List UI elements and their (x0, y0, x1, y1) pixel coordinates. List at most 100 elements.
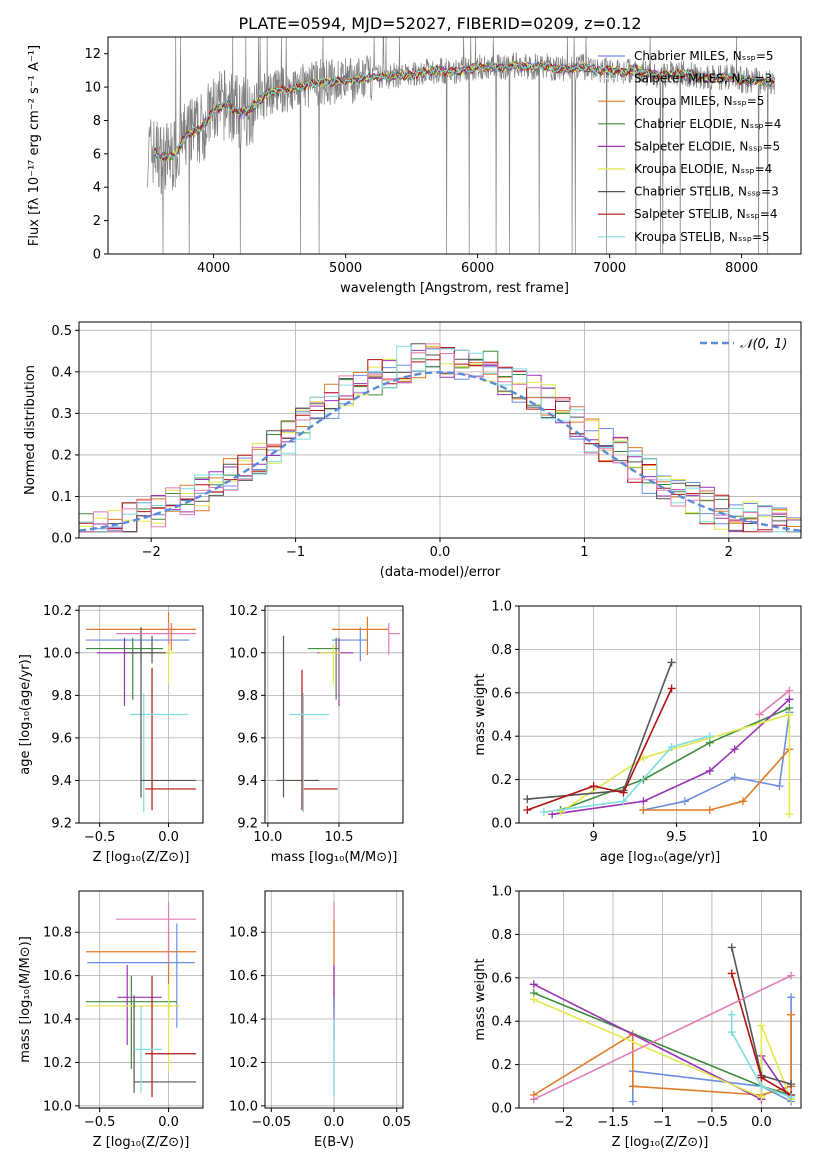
x-tick-label: 4000 (197, 261, 230, 276)
y-tick-label: 10.2 (229, 604, 258, 619)
x-axis-label: Z [log₁₀(Z/Z⊙)] (93, 1135, 190, 1150)
y-axis-label: mass [log₁₀(M/M⊙)] (18, 936, 33, 1063)
weight-marker (667, 658, 676, 667)
weight-marker (619, 788, 628, 797)
weight-marker (667, 743, 676, 752)
weight-marker (680, 797, 689, 806)
weight-line (560, 713, 791, 815)
y-tick-label: 9.2 (237, 817, 258, 832)
y-tick-label: 1.0 (491, 885, 512, 900)
weight-marker (757, 1093, 766, 1102)
y-tick-label: 10.4 (43, 1013, 72, 1028)
y-tick-label: 4 (93, 181, 101, 196)
x-axis-label: Z [log₁₀(Z/Z⊙)] (93, 850, 190, 865)
y-tick-label: 0.8 (491, 643, 512, 658)
y-tick-label: 0.2 (51, 448, 72, 463)
y-axis-label: mass weight (473, 958, 488, 1040)
y-tick-label: 0.2 (491, 773, 512, 788)
legend-label: 𝒩(0, 1) (740, 337, 787, 352)
weight-marker (785, 695, 794, 704)
weight-marker (589, 782, 598, 791)
x-axis-label: E(B-V) (314, 1135, 354, 1150)
axes-frame (518, 890, 802, 1109)
plot-area (78, 343, 802, 533)
x-tick-label: 2 (725, 545, 733, 560)
weight-marker (787, 1080, 796, 1089)
y-tick-label: 0.8 (491, 928, 512, 943)
y-tick-label: 6 (93, 147, 101, 162)
y-tick-label: 0.3 (51, 407, 72, 422)
weight-marker (639, 797, 648, 806)
weight-marker (785, 686, 794, 695)
z-age-panel: −0.5 0.0 9.2 9.4 9.6 9.8 10.0 10.2 Z [log₁₀(Z/Z⊙… (18, 604, 204, 865)
weight-marker (757, 1073, 766, 1082)
x-tick-label: 0.0 (158, 830, 179, 845)
weight-line (560, 707, 790, 811)
weight-marker (523, 805, 532, 814)
weight-line (533, 974, 792, 1101)
weight-marker (705, 732, 714, 741)
spectrum-panel: 4000 5000 6000 7000 8000 0 2 4 6 8 10 12 wavelength … (27, 36, 802, 296)
weight-marker (730, 773, 739, 782)
x-tick-label: 8000 (725, 261, 758, 276)
plot-area (529, 943, 796, 1106)
legend-label: Salpeter ELODIE, Nₛₛₚ=5 (634, 139, 780, 153)
y-tick-label: 0.4 (491, 1015, 512, 1030)
x-tick-label: 0.0 (430, 545, 451, 560)
age-weight-panel: 9 9.5 10 0.0 0.2 0.4 0.6 0.8 1.0 age [log₁₀(age/y… (473, 600, 802, 865)
weight-marker (785, 810, 794, 819)
weight-marker (775, 782, 784, 791)
y-tick-label: 10.6 (43, 969, 72, 984)
y-tick-label: 9.4 (51, 774, 72, 789)
weight-line (552, 698, 790, 816)
y-axis-label: mass weight (473, 673, 488, 755)
plot-area (85, 901, 197, 1098)
plot-area (523, 658, 794, 819)
x-tick-label: −2 (142, 545, 161, 560)
weight-marker (738, 797, 747, 806)
y-tick-label: 0.4 (491, 730, 512, 745)
x-tick-label: 0.0 (324, 1115, 345, 1130)
weight-marker (727, 1028, 736, 1037)
y-tick-label: 8 (93, 114, 101, 129)
y-tick-label: 9.2 (51, 817, 72, 832)
y-tick-label: 10.4 (229, 1013, 258, 1028)
y-tick-label: 10 (84, 81, 101, 96)
y-tick-label: 10.2 (229, 1056, 258, 1071)
y-tick-label: 9.8 (51, 689, 72, 704)
model-spectrum-line (152, 61, 776, 161)
x-tick-label: 7000 (593, 261, 626, 276)
plot-area (276, 616, 401, 813)
y-tick-label: 9.4 (237, 774, 258, 789)
y-tick-label: 0.4 (51, 365, 72, 380)
weight-marker (757, 1021, 766, 1030)
legend-label: Salpeter STELIB, Nₛₛₚ=4 (634, 207, 778, 221)
axes-frame (107, 36, 802, 255)
y-tick-label: 0.6 (491, 971, 512, 986)
y-tick-label: 0.0 (491, 1102, 512, 1117)
x-tick-label: −1.5 (597, 1115, 629, 1130)
y-tick-label: 10.0 (43, 646, 72, 661)
y-tick-label: 10.2 (43, 1056, 72, 1071)
y-tick-label: 0.6 (491, 686, 512, 701)
weight-marker (667, 684, 676, 693)
y-tick-label: 0 (93, 248, 101, 263)
x-axis-label: (data-model)/error (380, 565, 501, 580)
weight-line (543, 735, 711, 813)
y-tick-label: 12 (84, 47, 101, 62)
weight-line (527, 662, 673, 800)
x-tick-label: −2 (554, 1115, 573, 1130)
weight-marker (529, 995, 538, 1004)
x-axis-label: age [log₁₀(age/yr)] (600, 850, 721, 865)
x-tick-label: −0.05 (251, 1115, 291, 1130)
x-tick-label: 6000 (461, 261, 494, 276)
weight-line (533, 998, 792, 1100)
weight-marker (539, 808, 548, 817)
x-axis-label: mass [log₁₀(M/M⊙)] (271, 850, 398, 865)
weight-marker (705, 805, 714, 814)
y-tick-label: 10.0 (43, 1099, 72, 1114)
weight-marker (730, 745, 739, 754)
x-tick-label: 0.05 (382, 1115, 411, 1130)
y-axis-label: age [log₁₀(age/yr)] (18, 654, 33, 775)
